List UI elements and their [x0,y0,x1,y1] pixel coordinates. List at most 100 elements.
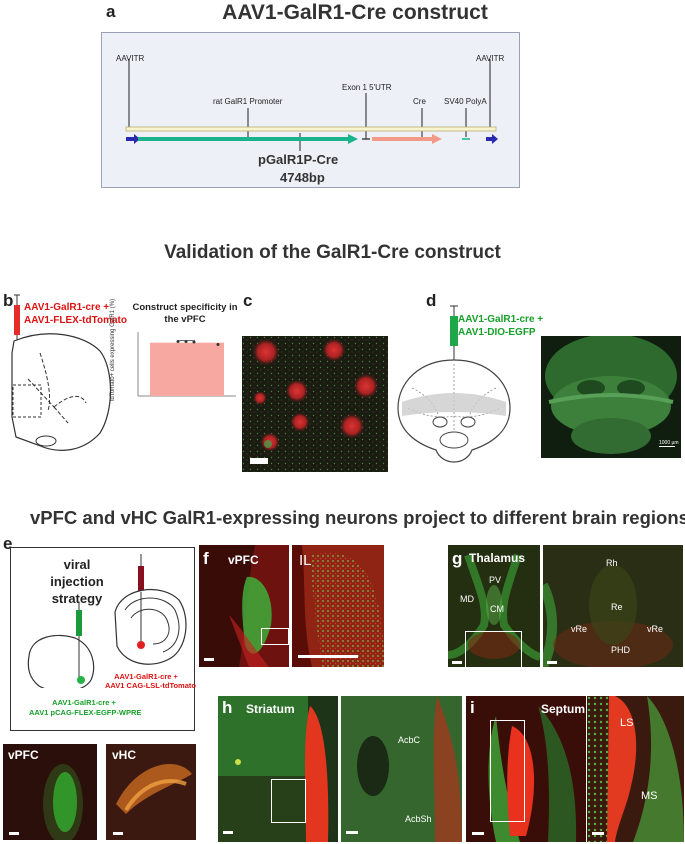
cre-label: Cre [413,97,426,106]
green-injection-site [77,676,85,684]
plasmid-size: 4748bp [280,170,325,185]
septum-ms-label: MS [641,790,658,802]
specificity-bar-chart [137,332,236,397]
panel-d-letter: d [426,291,437,310]
panel-b-letter: b [3,291,14,310]
chart-data-point [216,343,220,347]
chart-data-point [192,340,196,344]
panel-h-zoom-box [271,779,306,823]
panel-b-injection-line2: AAV1-FLEX-tdTomato [24,315,127,326]
striatum-acbsh-label: AcbSh [405,814,432,824]
panel-e-img2-scale-bar [113,832,123,835]
panel-d-injection-line2: AAV1-DIO-EGFP [458,327,536,338]
panel-e-img2-label: vHC [112,748,137,762]
chart-ylabel: tdTomato+ cells expressing GalR1 (%) [110,298,116,402]
promoter-arrow [138,134,358,144]
panel-f-scale-bar-right [298,655,358,658]
panel-i-title: Septum [541,702,586,716]
panel-h-letter: h [222,698,233,717]
projection-title: vPFC and vHC GalR1-expressing neurons pr… [30,507,685,528]
cre-arrow [372,134,442,144]
panel-c-letter: c [243,291,253,310]
chart-data-point [184,339,188,343]
red-injection-text: AAV1-GalR1-cre + AAV1 CAG-LSL-tdTomato [105,672,196,690]
thalamus-rh-label: Rh [606,558,618,568]
thalamus-re-label: Re [611,602,623,612]
coronal-section-diagram-d [397,305,511,463]
panel-a-title: AAV1-GalR1-Cre construct [222,1,488,24]
panel-g-zoom-box [465,631,522,667]
panel-e-img1-label: vPFC [8,748,39,762]
chart-title-line1: Construct specificity in [132,302,238,313]
panel-g-scale-bar-right [547,661,557,664]
septum-ls-label: LS [620,717,634,729]
panel-h-overview-image: h Striatum [218,696,338,842]
panel-f-zoom-box [261,628,289,645]
red-injection-line2: AAV1 CAG-LSL-tdTomato [105,681,196,690]
itr-right-label: AAVITR [476,54,505,63]
panel-f-label: vPFC [228,553,259,567]
chart-title-line2: the vPFC [164,314,206,325]
panel-e-letter: e [3,534,13,553]
injection-strategy-box: viral injection strategy AAV1-GalR1-cre … [10,547,196,731]
panel-g-title: Thalamus [469,551,526,565]
panel-d-image: 1000 µm [541,336,681,458]
thalamus-pv-label: PV [489,575,502,585]
panel-b-injection-line1: AAV1-GalR1-cre + [24,302,110,313]
strategy-line1: viral injection [50,557,104,589]
panel-i-overview-image: i Septum [466,696,586,842]
panel-c-image [242,336,388,472]
backbone-bar [125,126,497,132]
chart-bar [150,342,224,396]
red-injection-site [137,641,145,649]
promoter-label: rat GalR1 Promoter [213,97,283,106]
panel-i-zoom-image: LS MS [587,696,684,842]
thalamus-cm-label: CM [490,604,504,614]
panel-i-scale-bar-left [472,832,484,835]
thalamus-md-label: MD [460,594,474,604]
panel-d-brain-svg [541,336,681,458]
construct-map-box: AAVITR AAVITR rat GalR1 Promoter Exon 1 … [101,32,520,188]
exon-label: Exon 1 5'UTR [342,83,392,92]
red-injection-line1: AAV1-GalR1-cre + [114,672,178,681]
panel-i-letter: i [470,698,475,717]
thalamus-vre-right-label: vRe [647,624,664,634]
panel-a-letter: a [106,2,116,21]
thalamus-vre-left-label: vRe [571,624,588,634]
chart-title: Construct specificity in the vPFC [122,302,248,326]
red-syringe-e [138,566,144,592]
panel-f-scale-bar-left [204,658,214,661]
panel-f-zoom-label: IL [299,552,312,569]
panel-f-overview-image: f vPFC [199,545,289,667]
thalamus-phd-label: PHD [611,645,631,655]
coronal-section-diagram-b [11,294,112,451]
green-injection-line2: AAV1 pCAG-FLEX-EGFP-WPRE [29,708,142,717]
panel-i-zoom-box [490,720,525,822]
panel-i-scale-bar-right [592,832,604,835]
green-syringe-e [76,610,82,636]
construct-map-svg [125,59,498,151]
panel-h-title: Striatum [246,702,295,716]
strategy-title: viral injection strategy [37,556,117,607]
panel-h-zoom-image: AcbC AcbSh [341,696,462,842]
panel-g-scale-bar-left [452,661,462,664]
polya-label: SV40 PolyA [444,97,487,106]
panel-d-scale-text: 1000 µm [659,440,679,446]
panel-g-letter: g [452,549,463,568]
panel-f-zoom-image: IL [292,545,384,667]
panel-g-overview-image: g Thalamus PV MD CM [448,545,540,667]
validation-title: Validation of the GalR1-Cre construct [164,242,501,263]
red-syringe [14,305,20,335]
itr-left-label: AAVITR [116,54,145,63]
striatum-acbc-label: AcbC [398,735,421,745]
panel-c-scale-bar [250,458,268,464]
panel-f-letter: f [203,549,209,568]
panel-g-zoom-image: Rh Re vRe vRe PHD [543,545,683,667]
plasmid-name: pGalR1P-Cre [258,152,339,167]
panel-h-scale-bar-left [223,831,233,834]
panel-e-img1-scale-bar [9,832,19,835]
green-syringe [450,316,458,346]
panel-e-vhc-image: vHC [106,744,196,840]
panel-h-scale-bar-right [346,831,358,834]
panel-e-vpfc-image: vPFC [3,744,97,840]
